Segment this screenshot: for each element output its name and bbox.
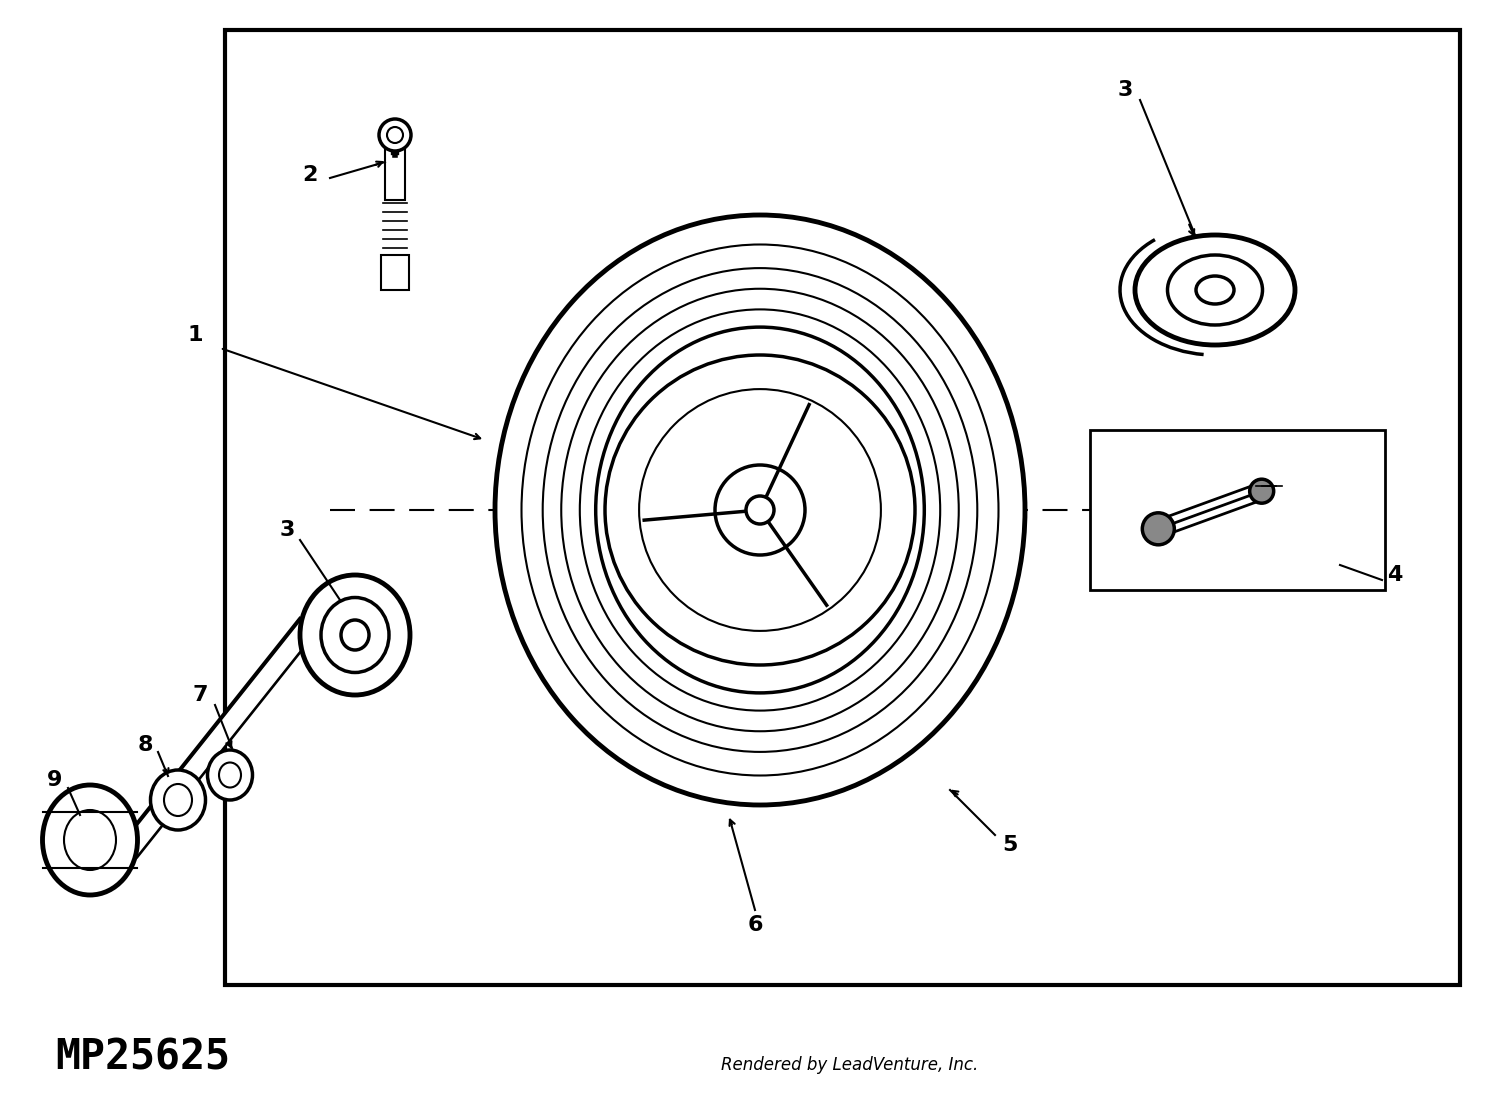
Ellipse shape [1196, 276, 1234, 304]
Ellipse shape [340, 620, 369, 650]
Bar [381, 255, 410, 290]
Ellipse shape [207, 750, 252, 800]
Ellipse shape [164, 784, 192, 816]
Text: 1: 1 [188, 325, 202, 345]
Text: 4: 4 [1388, 565, 1402, 585]
Ellipse shape [64, 810, 116, 870]
Ellipse shape [42, 785, 138, 895]
Text: 7: 7 [192, 685, 207, 705]
Text: 6: 6 [747, 915, 762, 935]
Text: 9: 9 [48, 770, 63, 790]
Circle shape [1143, 513, 1174, 545]
Circle shape [387, 127, 404, 143]
Ellipse shape [495, 215, 1024, 805]
Text: 5: 5 [1002, 835, 1017, 855]
Text: 2: 2 [303, 165, 318, 185]
Bar [1090, 430, 1384, 590]
Ellipse shape [596, 328, 924, 693]
Ellipse shape [604, 355, 915, 665]
Circle shape [1250, 479, 1274, 503]
Ellipse shape [219, 762, 242, 788]
Text: MP25625: MP25625 [56, 1037, 230, 1079]
Ellipse shape [639, 389, 880, 631]
Bar [386, 144, 405, 200]
Circle shape [716, 465, 806, 555]
Ellipse shape [300, 575, 410, 695]
Text: Rendered by LeadVenture, Inc.: Rendered by LeadVenture, Inc. [722, 1056, 978, 1074]
Text: 3: 3 [1118, 81, 1132, 100]
Ellipse shape [150, 770, 206, 829]
Text: 8: 8 [138, 735, 153, 754]
Text: LEADVENTURE: LEADVENTURE [636, 535, 884, 565]
Ellipse shape [1167, 255, 1263, 325]
Circle shape [746, 496, 774, 524]
Circle shape [380, 119, 411, 151]
Ellipse shape [321, 598, 388, 673]
Ellipse shape [1136, 235, 1294, 345]
Text: 3: 3 [279, 520, 294, 540]
Bar [225, 30, 1460, 985]
